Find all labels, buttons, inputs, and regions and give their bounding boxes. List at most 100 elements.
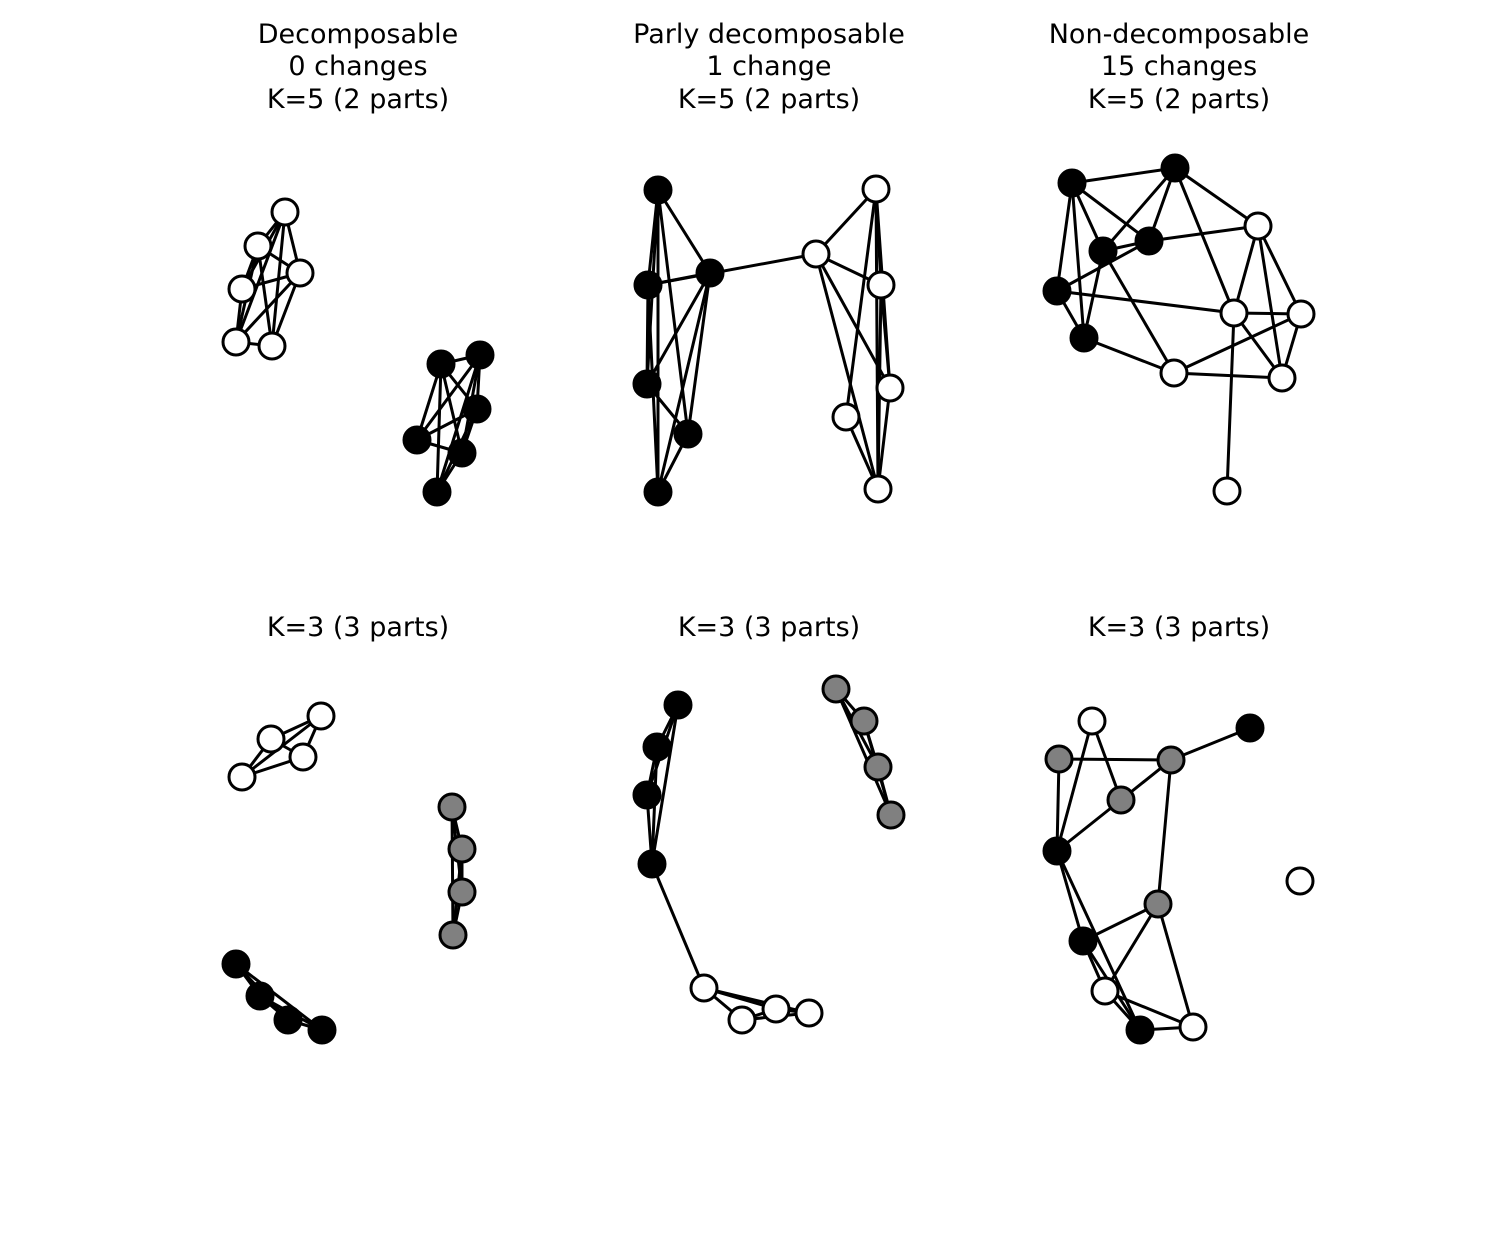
- panel-decomposable-k5: Decomposable 0 changes K=5 (2 parts): [221, 19, 495, 507]
- graph-node-white: [801, 239, 831, 269]
- panel-title-line: 0 changes: [288, 51, 427, 82]
- graph-node-black: [632, 369, 662, 399]
- graph-node-black: [273, 1005, 303, 1035]
- graph-node-white: [1267, 363, 1297, 393]
- graph-node-black: [1235, 713, 1265, 743]
- panel-partly-decomposable-k5: Parly decomposable 1 change K=5 (2 parts…: [632, 19, 905, 507]
- graph-edge: [702, 986, 811, 1015]
- panel-title-line: 1 change: [706, 51, 831, 82]
- graph-node-white: [243, 231, 273, 261]
- graph-node-black: [637, 849, 667, 879]
- graph-node-white: [727, 1005, 757, 1035]
- graph-node-black: [673, 419, 703, 449]
- graph-node-black: [1160, 153, 1190, 183]
- graph-edge: [650, 862, 706, 990]
- graph-edge: [1172, 371, 1284, 380]
- node-group: [632, 174, 905, 507]
- graph-edge: [876, 386, 892, 491]
- node-group: [221, 701, 477, 1045]
- graph-edge: [1055, 849, 1085, 943]
- graph-edge: [1147, 224, 1260, 243]
- graph-node-black: [643, 477, 673, 507]
- graph-node-black: [1125, 1015, 1155, 1045]
- graph-edge: [814, 252, 880, 491]
- graph-node-black: [447, 438, 477, 468]
- graph-node-black: [1134, 226, 1164, 256]
- graph-edge: [1225, 311, 1236, 493]
- graph-node-black: [462, 394, 492, 424]
- graph-node-white: [227, 274, 257, 304]
- edge-group: [1055, 719, 1252, 1032]
- graph-node-white: [875, 373, 905, 403]
- graph-node-white: [1286, 299, 1316, 329]
- graph-edge: [1070, 181, 1086, 340]
- graph-node-gray: [438, 920, 468, 950]
- graph-node-white: [1285, 866, 1315, 896]
- graph-node-white: [1219, 298, 1249, 328]
- graph-node-black: [643, 175, 673, 205]
- graph-node-gray: [1143, 889, 1173, 919]
- graph-node-white: [1077, 706, 1107, 736]
- panel-non-decomposable-k3: K=3 (3 parts): [1042, 612, 1315, 1045]
- graph-node-black: [221, 949, 251, 979]
- graph-edge: [656, 271, 712, 494]
- node-group: [1042, 706, 1315, 1045]
- panel-partly-decomposable-k3: K=3 (3 parts): [632, 612, 906, 1035]
- panel-title-line: K=3 (3 parts): [267, 612, 449, 643]
- graph-edge: [234, 210, 287, 344]
- graph-node-white: [866, 270, 896, 300]
- panel-decomposable-k3: K=3 (3 parts): [221, 612, 477, 1045]
- panel-title-line: K=5 (2 parts): [1088, 84, 1270, 115]
- graph-edge: [1082, 336, 1176, 375]
- graph-node-black: [663, 690, 693, 720]
- graph-node-black: [1057, 168, 1087, 198]
- graph-node-white: [256, 724, 286, 754]
- graph-node-white: [1090, 976, 1120, 1006]
- graph-node-white: [257, 331, 287, 361]
- graph-node-gray: [1044, 744, 1074, 774]
- graph-node-white: [861, 174, 891, 204]
- graph-node-white: [221, 327, 251, 357]
- graph-node-white: [794, 998, 824, 1028]
- graph-node-black: [307, 1015, 337, 1045]
- graph-edge: [645, 271, 712, 386]
- graph-node-black: [695, 258, 725, 288]
- graph-node-black: [426, 349, 456, 379]
- graph-edge: [834, 687, 893, 817]
- graph-node-white: [1159, 358, 1189, 388]
- graph-node-black: [1069, 323, 1099, 353]
- graph-node-black: [1042, 836, 1072, 866]
- graph-node-gray: [863, 752, 893, 782]
- graph-edge: [234, 962, 324, 1032]
- edge-group: [645, 687, 893, 1022]
- graph-edge: [1057, 757, 1173, 762]
- graph-node-black: [402, 425, 432, 455]
- graph-node-white: [1178, 1012, 1208, 1042]
- graph-node-white: [761, 994, 791, 1024]
- graph-node-gray: [1106, 785, 1136, 815]
- graph-edge: [1070, 181, 1151, 243]
- graph-node-white: [285, 258, 315, 288]
- graph-edge: [686, 271, 712, 436]
- graph-edge: [1101, 166, 1177, 253]
- graph-node-gray: [849, 706, 879, 736]
- panel-title-line: K=5 (2 parts): [267, 84, 449, 115]
- panel-title-line: 15 changes: [1101, 51, 1257, 82]
- graph-edge: [1173, 166, 1260, 228]
- graph-node-black: [633, 270, 663, 300]
- edge-group: [234, 714, 464, 1032]
- graph-node-gray: [876, 800, 906, 830]
- graph-node-white: [288, 742, 318, 772]
- graph-edge: [1232, 224, 1260, 315]
- graph-edge: [435, 353, 482, 494]
- graph-node-gray: [821, 674, 851, 704]
- graph-edge: [814, 187, 878, 256]
- graph-edge: [1103, 902, 1160, 993]
- graph-node-black: [642, 732, 672, 762]
- graph-node-white: [689, 973, 719, 1003]
- graph-node-white: [863, 474, 893, 504]
- panel-non-decomposable-k5: Non-decomposable 15 changes K=5 (2 parts…: [1042, 19, 1316, 506]
- graph-node-white: [227, 762, 257, 792]
- graph-edge: [1173, 166, 1236, 315]
